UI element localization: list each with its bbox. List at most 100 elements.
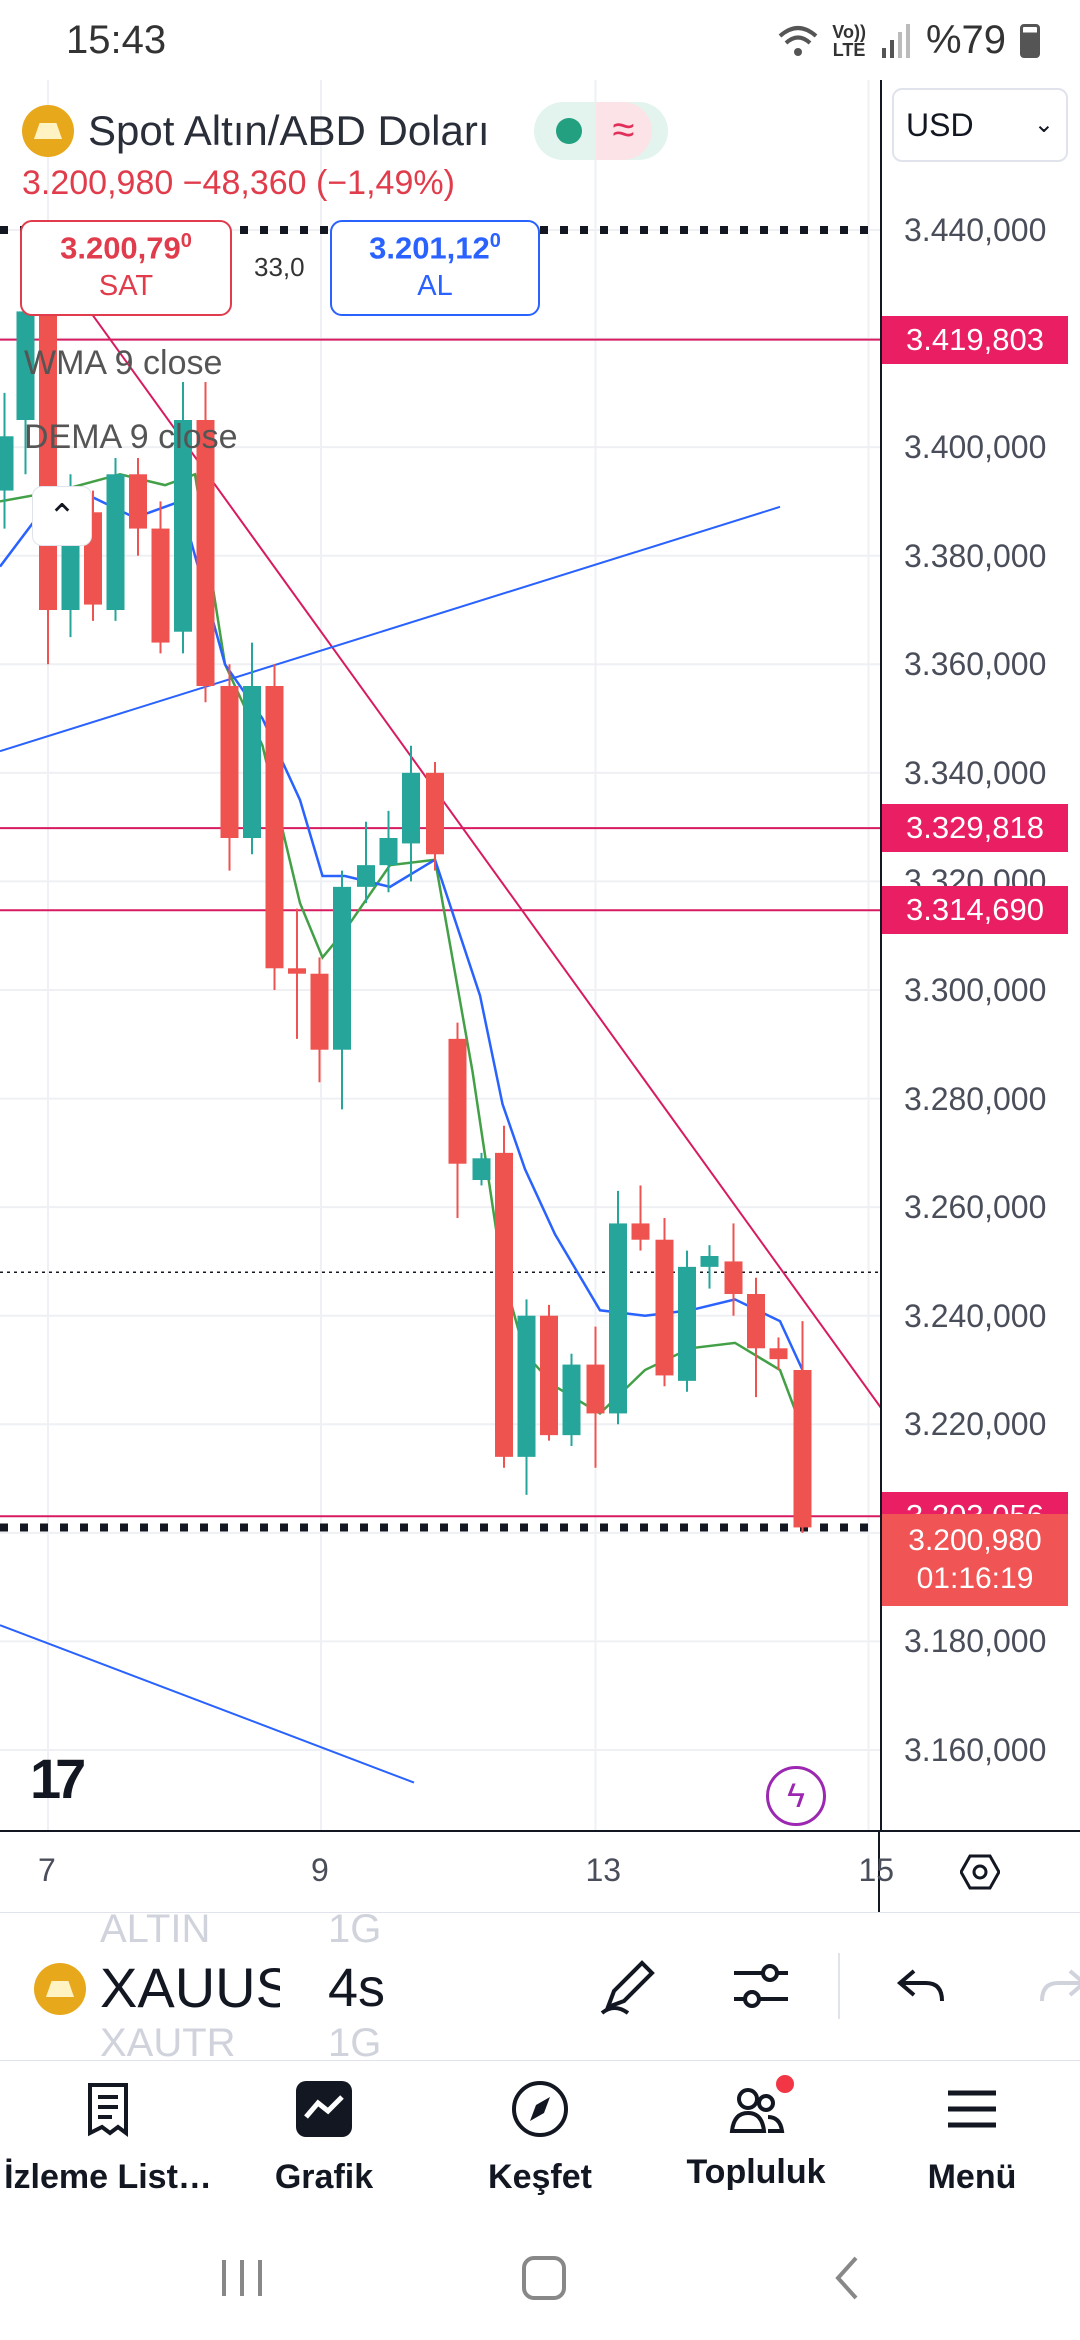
time-axis[interactable]: 7 9 13 15 [0,1830,1080,1912]
notification-dot [776,2075,794,2093]
nav-chart[interactable]: Grafik [216,2079,432,2197]
candle-body [700,1256,719,1267]
toolbar-separator [838,1953,840,2019]
chart-area[interactable] [0,80,880,1830]
candle-body [333,886,351,1050]
nav-chart-label: Grafik [274,2158,374,2196]
candle-body [151,528,170,643]
candle-body [586,1364,605,1414]
status-time: 15:43 [66,18,167,62]
candle-body [724,1261,743,1294]
nav-menu[interactable]: Menü [864,2079,1080,2197]
menu-icon [948,2090,996,2128]
symbol-title[interactable]: Spot Altın/ABD Doları [88,107,490,154]
symbol-picker[interactable]: XAUUS [100,1956,280,2019]
candle-body [16,311,35,420]
date-tick-label: 7 [38,1852,56,1888]
nav-community[interactable]: Topluluk [648,2075,864,2192]
interval-next: 1G [328,2021,382,2065]
indicators-sliders-icon[interactable] [726,1951,796,2021]
symbol-next: XAUTR [100,2021,236,2065]
candle-body [747,1294,765,1349]
price-change-line: 3.200,980 −48,360 (−1,49%) [22,164,455,202]
hexagon-settings-icon[interactable] [960,1852,1000,1892]
price-tag[interactable]: 3.314,690 [882,886,1068,935]
buy-button[interactable]: 3.201,120 AL [330,220,540,316]
candle-body [540,1315,558,1436]
symbol-header[interactable]: Spot Altın/ABD Doları ≈ [22,102,668,160]
candle-body [495,1152,513,1457]
lte-indicator: Vo)) LTE [832,21,866,60]
nav-watchlist-label: İzleme List… [4,2158,212,2196]
nav-menu-label: Menü [927,2158,1017,2196]
trend-line [0,505,781,753]
nav-explore[interactable]: Keşfet [432,2079,648,2197]
redo-icon[interactable] [1028,1951,1080,2021]
candle-body [357,865,375,887]
date-tick-label: 13 [585,1852,622,1888]
candle-body [288,968,306,974]
candle-body [174,420,192,632]
price-tick-label: 3.280,000 [904,1080,1047,1117]
lightning-icon[interactable]: ϟ [766,1766,826,1826]
chevron-down-icon: ⌄ [1033,111,1054,138]
status-icons: Vo)) LTE %79 [778,18,1040,63]
price-chart[interactable] [0,80,880,1830]
currency-select[interactable]: USD ⌄ [892,88,1068,162]
price-tick-label: 3.300,000 [904,972,1047,1008]
price-tag[interactable]: 3.329,818 [882,804,1068,853]
back-icon[interactable] [818,2248,878,2308]
price-tick-label: 3.220,000 [904,1406,1047,1443]
spread-value: 33,0 [254,252,305,282]
bottom-nav: İzleme List… Grafik Keşfet Topluluk Menü [0,2060,1080,2220]
home-icon[interactable] [514,2248,574,2308]
recent-apps-icon[interactable] [212,2248,272,2308]
nav-community-label: Topluluk [686,2153,826,2191]
candle-body [448,1038,467,1164]
sell-button[interactable]: 3.200,790 SAT [20,220,232,316]
candle-body [678,1266,696,1381]
trend-line [89,310,880,1409]
current-price-tag[interactable]: 3.200,980 01:16:19 [882,1513,1068,1606]
candle-body [106,474,125,610]
collapse-indicators-button[interactable]: ⌃ [32,486,92,546]
price-tick-label: 3.380,000 [904,537,1047,574]
price-tick-label: 3.160,000 [904,1732,1047,1768]
wave-icon: ≈ [595,102,652,160]
trend-line [0,1624,415,1784]
wifi-icon [778,25,818,56]
candle-body [517,1315,536,1457]
chart-toolbar: ALTIN 1G XAUUS 4s XAUTR 1G [0,1907,1080,2065]
pencil-draw-icon[interactable] [594,1951,664,2021]
sell-price: 3.200,79 [60,230,181,266]
price-tick-label: 3.360,000 [904,646,1047,683]
watchlist-icon [88,2083,128,2137]
candle-body [655,1239,674,1376]
gold-logo-icon [22,105,74,157]
compass-icon [512,2081,568,2137]
price-tick-label: 3.400,000 [904,429,1047,466]
price-tick-label: 3.180,000 [904,1623,1047,1660]
chevron-up-icon: ⌃ [47,498,77,536]
market-status-pill[interactable]: ≈ [533,102,668,160]
candle-body [609,1223,627,1414]
price-tag[interactable]: 3.419,803 [882,315,1068,364]
candle-body [310,973,329,1050]
price-axis[interactable]: USD ⌄ 3.440,000 3.400,000 3.380,000 3.360,0… [880,80,1080,1830]
indicator-wma-label[interactable]: WMA 9 close [24,344,223,382]
symbol-logo-icon [34,1963,86,2015]
candle-body [402,772,420,844]
undo-icon[interactable] [886,1951,956,2021]
candle-body [769,1348,788,1360]
candle-body [426,772,444,855]
candle-body [196,420,215,686]
battery-icon [1020,23,1040,58]
symbol-prev: ALTIN [100,1907,211,1951]
tradingview-logo-icon: 17 [30,1747,86,1810]
axis-divider [878,1832,880,1912]
indicator-dema-label[interactable]: DEMA 9 close [24,418,238,456]
nav-watchlist[interactable]: İzleme List… [0,2079,216,2197]
candle-body [793,1370,812,1528]
date-tick-label: 15 [858,1852,895,1888]
interval-picker[interactable]: 4s [328,1958,386,2018]
